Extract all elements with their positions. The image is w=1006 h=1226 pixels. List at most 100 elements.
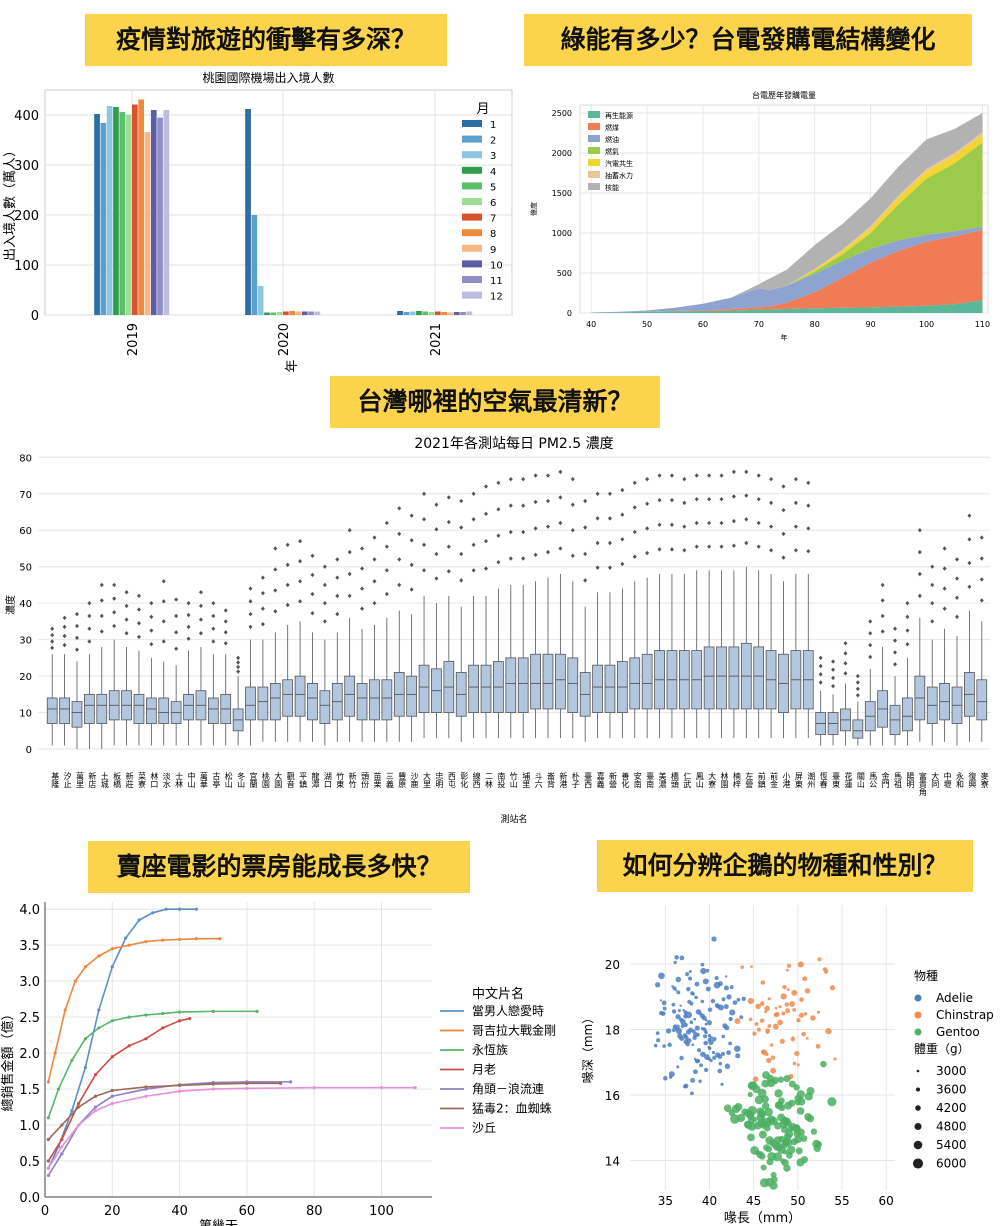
outlier bbox=[545, 498, 550, 504]
x-tick-label: 2019 bbox=[126, 323, 141, 356]
scatter-point bbox=[759, 1001, 765, 1006]
outlier bbox=[372, 600, 377, 606]
scatter-point bbox=[770, 1176, 778, 1184]
scatter-point bbox=[734, 1103, 743, 1111]
outlier bbox=[905, 642, 910, 647]
legend-label: 燃氣 bbox=[605, 147, 619, 156]
x-tick-label: 三義 bbox=[385, 772, 394, 788]
line-point bbox=[63, 1008, 67, 1012]
scatter-point bbox=[735, 1053, 741, 1059]
legend-label: 11 bbox=[490, 276, 503, 287]
outlier bbox=[298, 538, 303, 544]
size-legend-marker bbox=[916, 1069, 920, 1073]
x-tick-label: 線西 bbox=[472, 771, 481, 789]
outlier bbox=[930, 600, 935, 606]
outlier bbox=[198, 590, 203, 595]
scatter-point bbox=[774, 1089, 783, 1098]
x-tick-label: 20 bbox=[104, 1204, 121, 1219]
scatter-point bbox=[752, 1031, 757, 1036]
scatter-point bbox=[820, 1060, 827, 1068]
scatter-point bbox=[734, 1018, 741, 1025]
scatter-point bbox=[683, 1010, 688, 1015]
scatter-point bbox=[729, 985, 734, 990]
size-legend-title: 體重（g） bbox=[914, 1042, 970, 1056]
bar bbox=[251, 215, 258, 315]
x-tick-label: 關山 bbox=[856, 772, 865, 789]
size-legend-label: 6000 bbox=[936, 1157, 967, 1171]
outlier bbox=[868, 654, 873, 660]
outlier bbox=[917, 549, 922, 555]
scatter-point bbox=[667, 1042, 672, 1048]
outlier bbox=[558, 469, 563, 475]
size-legend-label: 3000 bbox=[936, 1064, 967, 1078]
outlier bbox=[744, 493, 749, 498]
legend-label: 汽電共生 bbox=[605, 159, 633, 168]
y-tick-label: 60 bbox=[19, 526, 32, 537]
outlier bbox=[917, 528, 922, 533]
outlier bbox=[545, 473, 550, 478]
outlier bbox=[322, 564, 327, 569]
scatter-point bbox=[714, 975, 719, 981]
scatter-point bbox=[702, 978, 709, 985]
legend-title: 月 bbox=[476, 102, 489, 117]
scatter-point bbox=[789, 1001, 796, 1007]
outlier bbox=[868, 631, 873, 636]
scatter-point bbox=[665, 1028, 672, 1034]
bar bbox=[466, 311, 473, 315]
outlier bbox=[248, 611, 253, 617]
scatter-point bbox=[806, 1114, 815, 1123]
outlier bbox=[843, 651, 848, 656]
outlier bbox=[223, 630, 228, 635]
scatter-point bbox=[710, 998, 716, 1004]
box bbox=[319, 690, 331, 724]
x-tick-label: 臺西 bbox=[584, 771, 593, 789]
x-tick-label: 南投 bbox=[497, 771, 506, 789]
outlier bbox=[409, 587, 414, 592]
y-tick-label: 2000 bbox=[552, 149, 572, 158]
outlier bbox=[855, 693, 860, 698]
scatter-point bbox=[796, 1107, 805, 1115]
line-point bbox=[144, 939, 148, 944]
line-point bbox=[46, 1116, 50, 1120]
bar bbox=[94, 114, 100, 315]
x-tick-label: 沙鹿 bbox=[410, 772, 419, 789]
bar bbox=[409, 311, 416, 315]
y-tick-label: 18 bbox=[605, 1023, 620, 1037]
outlier bbox=[645, 501, 650, 506]
banner-boxoffice: 賣座電影的票房能成長多快？ bbox=[88, 841, 470, 893]
scatter-point bbox=[730, 1114, 740, 1124]
scatter-point bbox=[706, 1020, 712, 1026]
banner-power: 綠能有多少？台電發購電結構變化 bbox=[524, 14, 972, 66]
scatter-point bbox=[762, 1117, 773, 1128]
y-tick-label: 2.5 bbox=[19, 1011, 40, 1026]
x-tick-label: 士林 bbox=[175, 771, 184, 789]
scatter-point bbox=[827, 1097, 837, 1107]
scatter-point bbox=[723, 1004, 729, 1010]
bar bbox=[113, 107, 119, 315]
scatter-point bbox=[815, 1043, 821, 1049]
legend-label: 8 bbox=[490, 229, 496, 240]
line-point bbox=[97, 1008, 101, 1012]
scatter-point bbox=[675, 1027, 683, 1035]
y-tick-label: 1500 bbox=[552, 189, 572, 198]
outlier bbox=[570, 476, 575, 482]
outlier bbox=[62, 615, 67, 620]
scatter-point bbox=[747, 1133, 755, 1142]
scatter-point bbox=[810, 1015, 816, 1021]
x-tick-label: 朴子 bbox=[571, 771, 580, 788]
outlier bbox=[657, 522, 662, 527]
outlier bbox=[149, 614, 154, 620]
line-point bbox=[97, 1026, 101, 1030]
scatter-point bbox=[729, 1009, 736, 1016]
outlier bbox=[422, 542, 427, 548]
outlier bbox=[161, 639, 166, 644]
legend-label: 燃油 bbox=[605, 135, 619, 144]
scatter-point bbox=[777, 1019, 783, 1026]
scatter-point bbox=[712, 1055, 717, 1060]
outlier bbox=[930, 582, 935, 588]
outlier bbox=[174, 613, 179, 619]
x-tick-label: 花蓮 bbox=[844, 771, 853, 789]
outlier bbox=[942, 606, 947, 611]
scatter-point bbox=[781, 1138, 790, 1147]
outlier bbox=[955, 614, 960, 620]
